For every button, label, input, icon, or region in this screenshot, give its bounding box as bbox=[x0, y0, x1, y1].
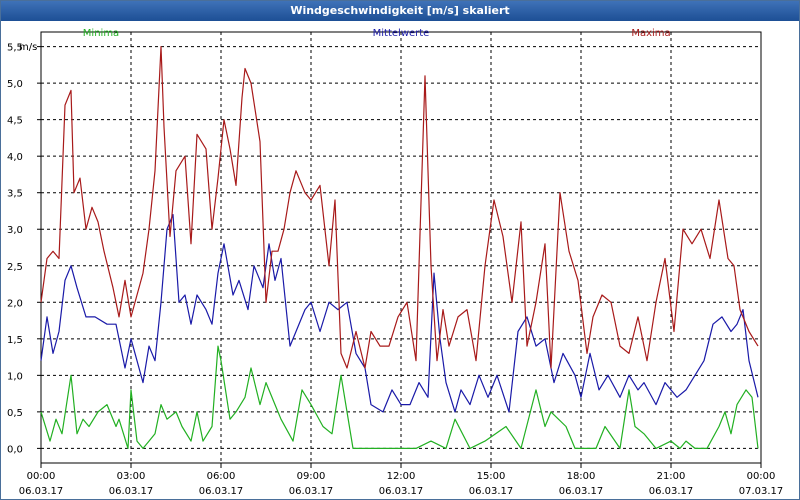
y-tick-label: 2,5 bbox=[7, 262, 23, 273]
y-tick-label: 0,5 bbox=[7, 408, 23, 419]
plot-area bbox=[40, 31, 762, 464]
x-tick-date: 06.03.17 bbox=[379, 486, 424, 497]
x-tick-time: 21:00 bbox=[657, 471, 686, 482]
x-tick-date: 06.03.17 bbox=[199, 486, 244, 497]
x-tick-date: 07.03.17 bbox=[739, 486, 784, 497]
y-tick-label: 1,0 bbox=[7, 371, 23, 382]
y-tick-label: 3,0 bbox=[7, 225, 23, 236]
x-axis: 00:00 06.03.17 03:00 06.03.17 06:00 06.03.17 0… bbox=[19, 463, 784, 497]
x-tick-date: 06.03.17 bbox=[469, 486, 514, 497]
chart-title: Windgeschwindigkeit [m/s] skaliert bbox=[1, 1, 799, 21]
y-tick-label: 4,5 bbox=[7, 116, 23, 127]
legend: Minima Mittelwerte Maxima bbox=[83, 28, 671, 39]
y-tick-label: 5,0 bbox=[7, 79, 23, 90]
y-tick-label: 1,5 bbox=[7, 335, 23, 346]
wind-speed-chart: 0,00,51,01,52,02,53,03,54,04,55,05,5m/s … bbox=[7, 28, 784, 497]
x-tick-date: 06.03.17 bbox=[559, 486, 604, 497]
x-tick-time: 03:00 bbox=[117, 471, 146, 482]
x-tick-time: 15:00 bbox=[477, 471, 506, 482]
y-tick-label: 4,0 bbox=[7, 152, 23, 163]
x-tick-time: 00:00 bbox=[27, 471, 56, 482]
legend-entry-mittelwerte: Mittelwerte bbox=[373, 28, 430, 39]
x-tick-time: 06:00 bbox=[207, 471, 236, 482]
series-line-minima bbox=[40, 345, 759, 449]
x-tick-date: 06.03.17 bbox=[289, 486, 334, 497]
y-tick-label: 0,0 bbox=[7, 444, 23, 455]
x-tick-date: 06.03.17 bbox=[19, 486, 64, 497]
x-tick-time: 18:00 bbox=[567, 471, 596, 482]
x-tick-time: 09:00 bbox=[297, 471, 326, 482]
series-line-maxima bbox=[40, 46, 759, 369]
y-tick-label: 3,5 bbox=[7, 189, 23, 200]
legend-entry-maxima: Maxima bbox=[631, 28, 670, 39]
x-tick-time: 12:00 bbox=[387, 471, 416, 482]
legend-entry-minima: Minima bbox=[83, 28, 119, 39]
y-tick-label: 5,5 bbox=[7, 43, 23, 54]
x-tick-date: 06.03.17 bbox=[109, 486, 154, 497]
y-axis-label: m/s bbox=[19, 42, 37, 53]
grid-lines bbox=[41, 32, 761, 463]
y-axis: 0,0 0,5 1,0 1,5 2,0 2,5 3,0 3,5 4,0 4,5 5,0 5,5m/s bbox=[7, 42, 41, 455]
y-tick-label: 2,0 bbox=[7, 298, 23, 309]
x-tick-time: 00:00 bbox=[747, 471, 776, 482]
x-tick-date: 06.03.17 bbox=[649, 486, 694, 497]
series-lines bbox=[40, 46, 759, 449]
